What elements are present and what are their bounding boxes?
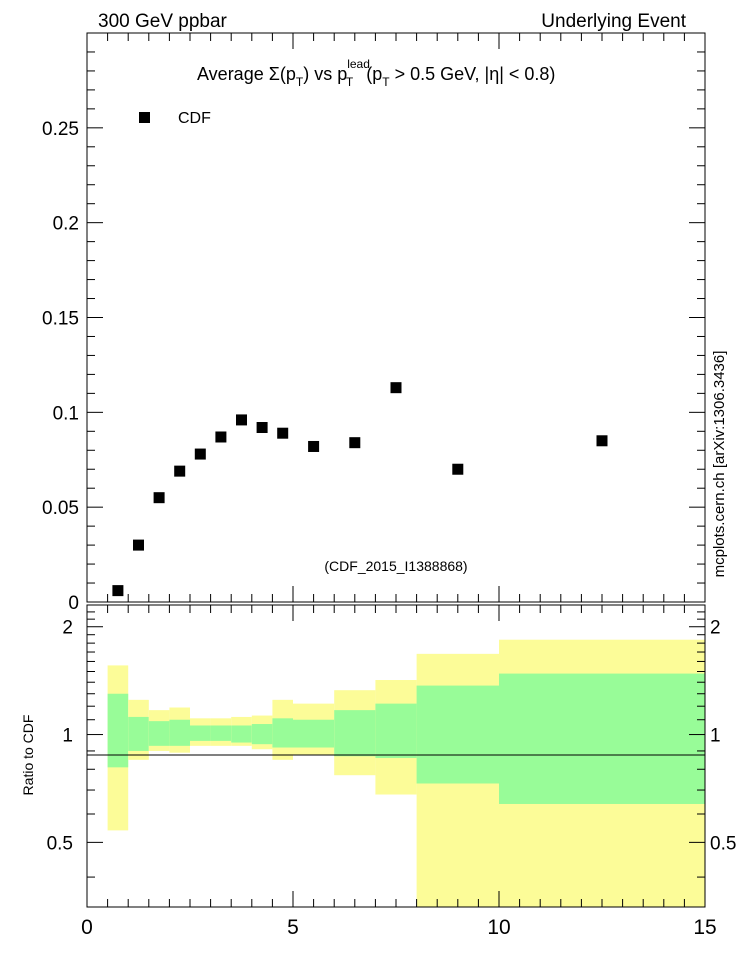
data-point [452,463,464,475]
main-ytick-label: 0.1 [53,403,79,424]
main-ytick-label: 0.25 [42,119,79,140]
title-sub-t-2: T [346,75,354,89]
legend-label-cdf: CDF [178,110,211,127]
ratio-band-stat [107,693,129,768]
ratio-x-axis: 0 5 10 15 [81,605,717,939]
ratio-band-stat [148,721,170,746]
ratio-panel: 0.5 0.5 1 1 2 2 0 5 10 15 Ratio to CDF [20,604,736,939]
title-sigma: Σ(p [269,64,296,84]
data-point [153,492,165,504]
ratio-ytick-label-left: 2 [62,618,73,639]
data-point [349,437,361,449]
data-point [236,414,247,426]
title-prefix: Average [197,64,269,84]
ratio-band-stat [293,719,335,748]
analysis-label: (CDF_2015_I1388868) [324,558,467,574]
legend-marker-cdf [139,112,150,123]
main-ytick-label: 0 [68,593,79,614]
data-point [112,585,124,597]
ratio-band-stat [334,710,376,757]
main-ytick-label: 0.2 [53,214,79,235]
data-point [174,465,186,477]
ratio-band-stat [416,685,499,784]
ratio-band-stat [169,719,190,746]
ratio-xtick-label: 0 [81,916,93,939]
ratio-xtick-label: 15 [693,916,716,939]
header-right: Underlying Event [541,11,686,32]
ratio-y-label: Ratio to CDF [20,715,36,796]
ratio-ytick-label-left: 1 [62,726,73,747]
ratio-band-stat [231,725,252,743]
chart-title: Average Σ(pT) vs plead T (pT > 0.5 GeV, |… [197,57,555,89]
ratio-bands [107,639,705,907]
data-point [596,435,608,447]
main-y-axis: 0 0.05 0.1 0.15 0.2 0.25 [42,51,705,614]
data-point [215,431,227,443]
ratio-band-stat [375,703,417,759]
data-point [308,440,320,452]
ratio-ytick-label-left: 0.5 [47,833,73,854]
data-point [256,422,268,434]
main-x-axis [86,33,706,602]
ratio-ytick-label-right: 1 [710,726,721,747]
title-sub-t-3: T [382,75,390,89]
ratio-xtick-label: 5 [287,916,299,939]
data-point [390,382,402,394]
title-mid: ) vs p [303,64,347,84]
main-ytick-label: 0.05 [42,498,79,519]
ratio-band-stat [128,716,149,751]
title-mid2: (p [361,64,382,84]
title-suffix: > 0.5 GeV, |η| < 0.8) [390,64,556,84]
ratio-xtick-label: 10 [487,916,510,939]
ratio-band-stat [499,673,705,804]
ratio-band-stat [251,724,273,745]
ratio-band-stat [190,725,211,741]
data-point [133,539,144,551]
side-label: mcplots.cern.ch [arXiv:1306.3436] [711,351,728,578]
main-data-points [112,382,608,597]
ratio-band-stat [210,725,232,741]
title-sup-lead: lead [347,57,370,71]
main-panel: 00.050.10.150.20.25 Average Σ(pT) vs ple… [42,32,706,614]
ratio-ytick-label-right: 0.5 [710,833,736,854]
ratio-band-stat [272,718,293,748]
header-left: 300 GeV ppbar [98,11,228,32]
main-ytick-label: 0.15 [42,309,79,330]
ratio-ytick-label-right: 2 [710,618,721,639]
title-sub-t-1: T [296,75,304,89]
data-point [277,427,289,439]
data-point [194,448,206,460]
ratio-y-axis: 0.5 0.5 1 1 2 2 [47,611,736,878]
